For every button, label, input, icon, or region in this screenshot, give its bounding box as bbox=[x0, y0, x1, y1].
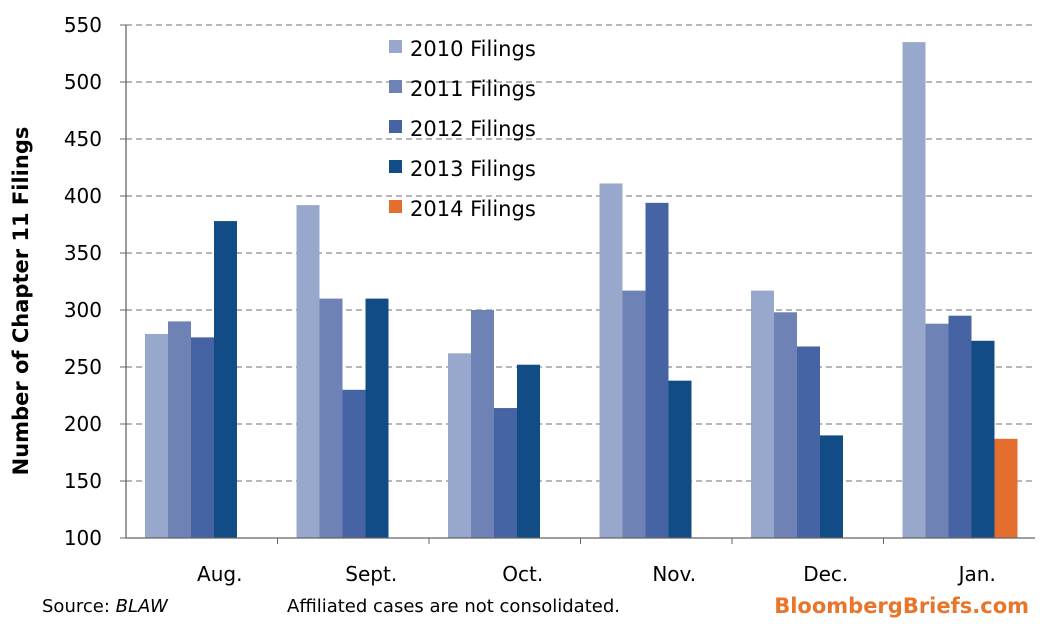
x-tick-label: Aug. bbox=[197, 562, 242, 586]
bar bbox=[448, 353, 471, 538]
y-tick-label: 500 bbox=[64, 70, 102, 94]
bar bbox=[517, 364, 540, 538]
bar bbox=[645, 202, 669, 538]
legend-label: 2013 Filings bbox=[410, 157, 536, 181]
bar bbox=[971, 340, 995, 538]
x-tick-label: Sept. bbox=[345, 562, 397, 586]
y-axis-label: Number of Chapter 11 Filings bbox=[9, 127, 33, 476]
axes bbox=[120, 24, 1035, 544]
legend-label: 2010 Filings bbox=[410, 37, 536, 61]
footnote: Affiliated cases are not consolidated. bbox=[287, 596, 620, 617]
bar bbox=[797, 346, 820, 538]
legend-swatch bbox=[389, 80, 402, 93]
bar bbox=[365, 298, 389, 538]
bar bbox=[214, 221, 237, 538]
y-tick-label: 100 bbox=[64, 526, 102, 550]
legend: 2010 Filings 2011 Filings 2012 Filings 2013… bbox=[389, 37, 536, 221]
y-tick-label: 450 bbox=[64, 127, 102, 151]
x-tick-label: Oct. bbox=[502, 562, 543, 586]
bar bbox=[145, 333, 168, 538]
source-prefix: Source: bbox=[42, 596, 116, 617]
y-tick-label: 200 bbox=[64, 412, 102, 436]
bar bbox=[902, 42, 926, 538]
legend-swatch bbox=[389, 200, 402, 213]
bar bbox=[774, 312, 797, 538]
bar bbox=[168, 321, 191, 538]
y-tick-labels: 100 150 200 250 300 350 400 450 500 550 bbox=[64, 13, 102, 550]
bar bbox=[342, 389, 366, 538]
legend-swatch bbox=[389, 160, 402, 173]
y-tick-label: 350 bbox=[64, 241, 102, 265]
legend-label: 2012 Filings bbox=[410, 117, 536, 141]
y-tick-label: 550 bbox=[64, 13, 102, 37]
gridlines bbox=[126, 24, 1035, 482]
source-name: BLAW bbox=[115, 596, 168, 617]
bar bbox=[471, 310, 494, 538]
bar bbox=[319, 298, 343, 538]
legend-swatch bbox=[389, 40, 402, 53]
bar bbox=[948, 315, 972, 538]
legend-swatch bbox=[389, 120, 402, 133]
bar bbox=[925, 323, 949, 538]
bar bbox=[994, 438, 1018, 538]
y-tick-label: 250 bbox=[64, 355, 102, 379]
bar bbox=[668, 380, 692, 538]
bar bbox=[494, 408, 517, 538]
bar bbox=[191, 337, 214, 538]
bar bbox=[820, 435, 843, 538]
bars bbox=[145, 42, 1018, 538]
bar bbox=[599, 183, 623, 538]
y-tick-label: 400 bbox=[64, 184, 102, 208]
x-tick-label: Jan. bbox=[957, 562, 996, 586]
x-tick-labels: Aug. Sept. Oct. Nov. Dec. Jan. bbox=[197, 562, 996, 586]
bar bbox=[296, 205, 320, 538]
brand-logo-text: BloombergBriefs.com bbox=[774, 594, 1029, 618]
bar bbox=[751, 290, 774, 538]
y-tick-label: 300 bbox=[64, 298, 102, 322]
y-tick-label: 150 bbox=[64, 469, 102, 493]
legend-label: 2014 Filings bbox=[410, 197, 536, 221]
bar bbox=[622, 290, 646, 538]
source-note: Source: BLAW bbox=[42, 596, 168, 617]
x-tick-label: Dec. bbox=[803, 562, 848, 586]
legend-label: 2011 Filings bbox=[410, 77, 536, 101]
x-tick-label: Nov. bbox=[652, 562, 696, 586]
